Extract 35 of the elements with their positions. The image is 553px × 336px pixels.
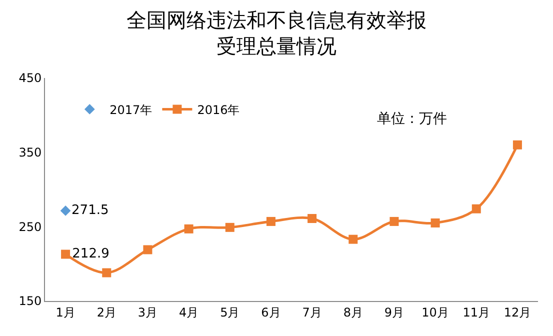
x-tick-label: 8月 (343, 305, 363, 320)
x-tick-label: 2月 (96, 305, 116, 320)
point (430, 218, 440, 228)
y-tick-label: 250 (18, 220, 42, 234)
legend-label: 2017年 (110, 102, 152, 117)
x-tick-label: 9月 (384, 305, 404, 320)
x-tick-label: 6月 (261, 305, 281, 320)
point (512, 140, 522, 150)
x-tick-label: 3月 (138, 305, 158, 320)
point (225, 222, 234, 232)
data-label: 271.5 (72, 202, 109, 218)
y-tick-label: 150 (18, 294, 42, 308)
point (184, 224, 194, 234)
legend-label: 2016年 (197, 102, 240, 117)
y-tick-label: 350 (18, 146, 42, 160)
point (61, 250, 70, 259)
point (308, 214, 317, 223)
point (348, 234, 358, 244)
y-tick-label: 450 (18, 71, 42, 86)
x-tick-label: 7月 (302, 305, 322, 320)
x-tick-label: 11月 (462, 305, 490, 320)
point (60, 205, 71, 216)
point (472, 204, 481, 214)
data-label: 212.9 (72, 246, 110, 262)
x-tick-label: 4月 (178, 305, 199, 320)
point (102, 268, 112, 278)
x-tick-label: 5月 (220, 305, 240, 320)
point (143, 245, 152, 254)
point (390, 216, 399, 226)
x-tick-label: 1月 (56, 305, 76, 320)
point (266, 216, 276, 226)
x-tick-label: 12月 (504, 305, 532, 320)
annotation: 单位：万件 (377, 111, 447, 127)
x-tick-label: 10月 (422, 305, 449, 320)
chart-title: 全国网络违法和不良信息有效举报受理总量情况 (126, 8, 426, 58)
